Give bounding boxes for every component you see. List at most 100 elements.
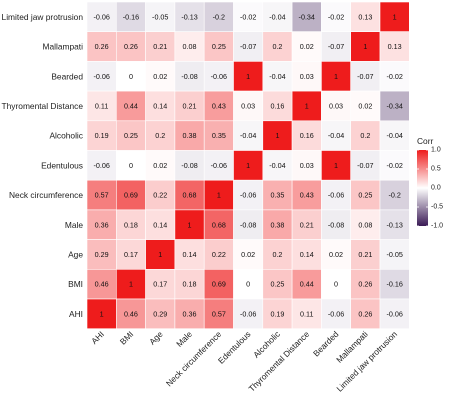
cell-value-label: -0.34	[299, 12, 315, 21]
cell-value-label: -0.16	[386, 280, 402, 289]
cell-value-label: 0.18	[124, 220, 138, 229]
cell-value-label: 0.02	[153, 161, 167, 170]
cell-value-label: -0.02	[328, 12, 344, 21]
heatmap-cell	[203, 209, 234, 240]
cell-value-label: 0	[129, 72, 133, 81]
cell-value-label: -0.08	[240, 220, 256, 229]
cell-value-label: 0.2	[272, 42, 282, 51]
heatmap-cell	[350, 31, 381, 62]
cell-value-label: 0.21	[153, 42, 167, 51]
heatmap-cell	[321, 268, 351, 300]
cell-value-label: 0.14	[153, 101, 167, 110]
y-tick-label: Mallampati	[43, 42, 84, 52]
cell-value-label: 0.13	[358, 12, 372, 21]
legend-tick-label: -1.0	[431, 223, 443, 230]
heatmap-cells: -0.06 -0.16 -0.05 -0.13 -0.2 -0.02 -0.04 -0.34 -…	[86, 1, 410, 330]
heatmap-cell	[116, 209, 146, 240]
cell-value-label: 0.03	[300, 72, 314, 81]
heatmap-cell	[291, 179, 322, 211]
cell-value-label: 0.38	[183, 131, 197, 140]
legend-tick-label: 0.5	[431, 166, 441, 173]
y-tick-label: Age	[68, 249, 83, 259]
cell-value-label: 0.46	[95, 280, 109, 289]
cell-value-label: 0.38	[270, 220, 284, 229]
cell-value-label: -0.13	[181, 12, 197, 21]
heatmap-cell	[321, 90, 351, 122]
cell-value-label: 0.02	[241, 250, 255, 259]
x-tick-label: Bearded	[311, 329, 341, 359]
cell-value-label: 0.26	[124, 42, 138, 51]
cell-value-label: 0.11	[300, 309, 313, 318]
heatmap-cell	[203, 61, 234, 92]
cell-value-label: 0.22	[212, 250, 226, 259]
legend-tick-label: 1.0	[431, 147, 441, 154]
cell-value-label: 0.03	[329, 101, 343, 110]
cell-value-label: -0.06	[93, 72, 109, 81]
cell-value-label: 0.57	[212, 309, 226, 318]
cell-value-label: -0.08	[181, 72, 197, 81]
cell-value-label: 0.16	[300, 131, 314, 140]
heatmap-cell	[291, 298, 322, 330]
cell-value-label: 0.26	[95, 42, 109, 51]
cell-value-label: -0.04	[269, 12, 285, 21]
heatmap-cell	[291, 31, 322, 62]
legend-colorbar	[417, 150, 428, 226]
cell-value-label: -0.04	[240, 131, 256, 140]
heatmap-cell	[350, 239, 381, 270]
cell-value-label: 0.21	[183, 101, 197, 110]
y-tick-label: Alcoholic	[49, 131, 83, 141]
cell-value-label: -0.04	[269, 161, 285, 170]
cell-value-label: 0.36	[95, 220, 109, 229]
heatmap-cell	[145, 239, 176, 270]
cell-value-label: 0.68	[183, 191, 197, 200]
heatmap-cell	[350, 209, 381, 240]
cell-value-label: 0.68	[212, 220, 226, 229]
heatmap-cell	[145, 120, 176, 151]
cell-value-label: 0.29	[153, 309, 167, 318]
cell-value-label: 0.14	[183, 250, 197, 259]
heatmap-cell	[262, 239, 293, 270]
cell-value-label: -0.06	[328, 191, 344, 200]
legend-tick-label: 0.0	[431, 185, 441, 192]
heatmap-cell	[350, 1, 381, 33]
cell-value-label: 1	[246, 72, 250, 81]
cell-value-label: 0.2	[155, 131, 165, 140]
y-tick-label: AHI	[69, 309, 83, 319]
heatmap-cell	[174, 179, 205, 211]
cell-value-label: -0.07	[357, 72, 373, 81]
heatmap-cell	[379, 61, 410, 92]
heatmap-cell	[86, 179, 117, 211]
cell-value-label: 1	[393, 12, 397, 21]
legend-ticks: 1.0 0.5 0.0 -0.5 -1.0	[417, 147, 443, 230]
heatmap-cell	[86, 31, 117, 62]
cell-value-label: 0.08	[183, 42, 197, 51]
cell-value-label: 0.25	[270, 280, 284, 289]
y-tick-label: Neck circumference	[9, 190, 83, 200]
heatmap-cell	[233, 90, 264, 122]
heatmap-cell	[321, 150, 351, 181]
cell-value-label: 0.22	[153, 191, 167, 200]
cell-value-label: -0.07	[240, 42, 256, 51]
cell-value-label: 0.21	[358, 250, 372, 259]
cell-value-label: 0	[334, 280, 338, 289]
cell-value-label: -0.06	[93, 161, 109, 170]
heatmap-cell	[233, 150, 264, 181]
cell-value-label: 1	[188, 220, 192, 229]
heatmap-cell	[203, 31, 234, 62]
heatmap-cell	[379, 239, 410, 270]
heatmap-cell	[203, 268, 234, 300]
cell-value-label: 0.43	[300, 191, 314, 200]
heatmap-cell	[233, 31, 264, 62]
heatmap-cell	[145, 179, 176, 211]
heatmap-cell	[379, 31, 410, 62]
heatmap-cell	[350, 298, 381, 330]
cell-value-label: 0.69	[124, 191, 138, 200]
heatmap-cell	[379, 120, 410, 151]
cell-value-label: 0.02	[358, 101, 372, 110]
heatmap-cell	[379, 209, 410, 240]
heatmap-cell	[86, 298, 117, 330]
cell-value-label: -0.05	[386, 250, 402, 259]
heatmap-cell	[321, 179, 351, 211]
x-tick-label: AHI	[89, 329, 106, 346]
